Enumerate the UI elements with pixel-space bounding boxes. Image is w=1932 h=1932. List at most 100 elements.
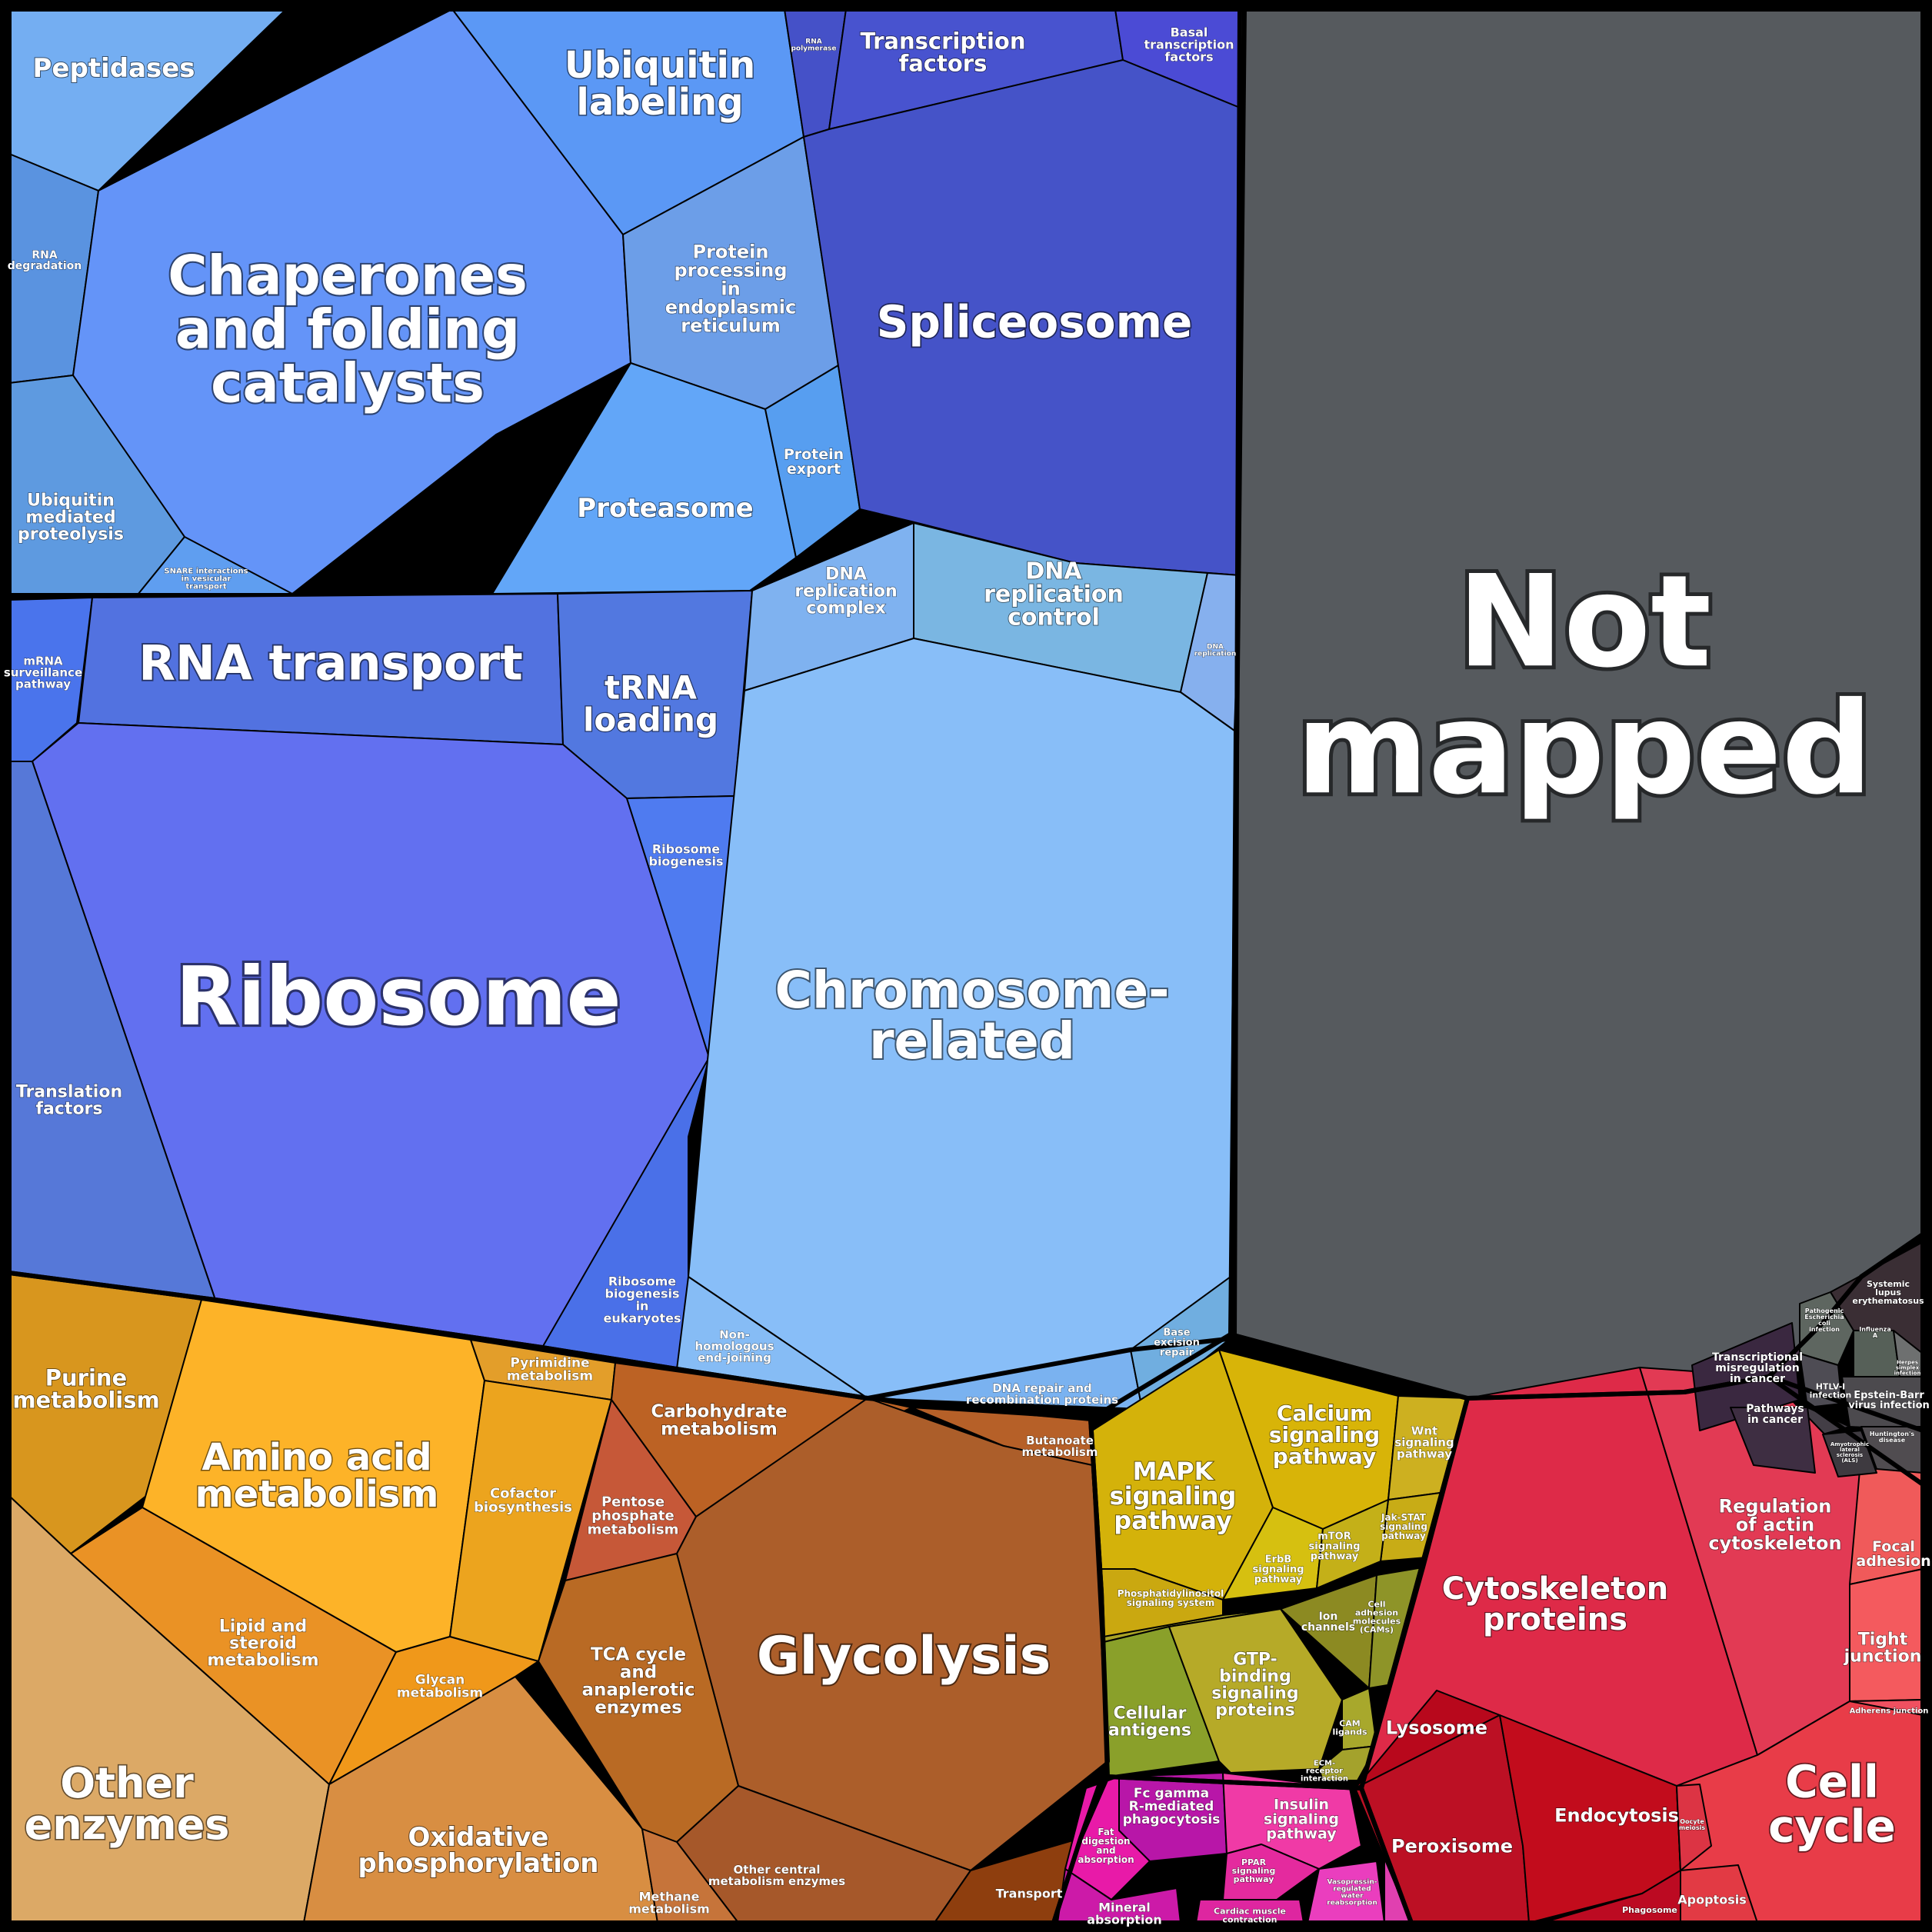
cell-label-line: Protein xyxy=(693,241,769,262)
cell-label-line: in xyxy=(721,278,740,299)
cell-label-mrna-surveillance-pathway: mRNA surveillance pathway xyxy=(4,654,82,691)
cell-label-line: sclerosis xyxy=(1837,1452,1863,1458)
cell-label-lysosome: Lysosome xyxy=(1386,1717,1487,1738)
cell-label-purine-metabolism: Purine metabolism xyxy=(12,1365,159,1414)
cell-label-line: control xyxy=(1008,605,1100,631)
cell-label-line: endoplasmic xyxy=(665,296,796,318)
cell-label-line: ECM- xyxy=(1314,1760,1335,1768)
cell-label-wnt-signaling-pathway: Wnt signaling pathway xyxy=(1394,1424,1454,1461)
cell-label-line: channels xyxy=(1301,1621,1355,1634)
cell-label-line: pathway xyxy=(1234,1874,1274,1884)
cell-label-line: Glycolysis xyxy=(757,1626,1051,1687)
cell-ppar-signaling-pathway xyxy=(1222,1844,1320,1900)
cell-pathways-in-cancer xyxy=(1730,1407,1816,1474)
cell-label-line: contraction xyxy=(1223,1914,1277,1924)
cell-label-line: signaling xyxy=(1211,1684,1298,1704)
cell-label-line: reabsorption xyxy=(1327,1900,1377,1907)
cell-label-line: Regulation xyxy=(1719,1495,1832,1517)
cell-label-line: factors xyxy=(899,51,988,77)
cell-label-line: MAPK xyxy=(1133,1457,1214,1486)
cell-label-line: excision xyxy=(1154,1337,1200,1349)
cell-label-mtor-signaling-pathway: mTOR signaling pathway xyxy=(1309,1531,1361,1563)
cell-label-line: mRNA xyxy=(23,654,63,668)
cell-label-line: phagocytosis xyxy=(1123,1812,1221,1827)
cell-label-line: Amino acid xyxy=(202,1436,431,1479)
cell-label-apoptosis: Apoptosis xyxy=(1677,1893,1746,1907)
cell-label-line: Fat xyxy=(1098,1827,1114,1837)
cell-label-line: coli xyxy=(1818,1320,1830,1327)
cell-label-line: export xyxy=(787,461,841,478)
cell-label-line: Ribosome xyxy=(652,842,720,857)
cell-label-line: A xyxy=(1873,1332,1878,1339)
cell-label-gtp-binding-signaling-proteins: GTP-binding signaling proteins xyxy=(1211,1651,1298,1720)
cell-label-pathogenic-escherichia-coli-infection: Pathogenic Escherichia coli infection xyxy=(1804,1307,1844,1333)
cell-label-phosphatidylinositol-signaling-system: Phosphatidylinositol signaling system xyxy=(1118,1588,1224,1608)
cell-label-line: Transcription xyxy=(861,28,1026,55)
cell-label-pentose-phosphate-metabolism: Pentose phosphate metabolism xyxy=(588,1494,679,1537)
cell-label-line: Calcium xyxy=(1277,1401,1372,1426)
disease-group-border xyxy=(1682,1232,1925,1487)
cell-label-transcriptional-misregulation-in-cancer: Transcriptional misregulation in cancer xyxy=(1712,1351,1803,1385)
cell-label-line: Insulin xyxy=(1274,1797,1329,1814)
cell-label-line: Influenza xyxy=(1859,1326,1890,1333)
cell-label-ecm-receptor-interaction: ECM-receptor interaction xyxy=(1301,1760,1348,1784)
cell-label-line: Phosphatidylinositol xyxy=(1118,1588,1224,1599)
cell-label-line: GTP- xyxy=(1233,1651,1277,1670)
cell-label-line: signaling xyxy=(1269,1422,1380,1447)
cell-label-calcium-signaling-pathway: Calcium signaling pathway xyxy=(1269,1401,1380,1469)
cell-label-focal-adhesion: Focal adhesion xyxy=(1856,1538,1930,1570)
cell-label-line: Apoptosis xyxy=(1677,1893,1746,1907)
cell-label-line: metabolism xyxy=(628,1902,710,1917)
cell-label-line: related xyxy=(869,1011,1075,1071)
cell-label-line: complex xyxy=(806,599,885,618)
cell-label-line: in vesicular xyxy=(182,575,232,584)
cell-label-line: Escherichia xyxy=(1804,1314,1844,1321)
cell-label-line: virus infection xyxy=(1848,1400,1930,1411)
cell-label-amino-acid-metabolism: Amino acid metabolism xyxy=(195,1436,439,1516)
cell-label-line: phosphate xyxy=(591,1507,674,1524)
cell-label-vasopressin-regulated-water-reabsorption: Vasopressin-regulated water reabsorption xyxy=(1327,1879,1377,1907)
cell-label-cardiac-muscle-contraction: Cardiac muscle contraction xyxy=(1214,1906,1286,1924)
cell-label-line: replication xyxy=(794,582,897,601)
cell-label-line: Jak-STAT xyxy=(1381,1512,1427,1523)
cell-label-pathways-in-cancer: Pathways in cancer xyxy=(1746,1403,1804,1426)
cell-label-line: signaling xyxy=(1110,1481,1237,1511)
cell-label-epstein-barr-virus-infection: Epstein-Barr virus infection xyxy=(1848,1390,1930,1411)
cell-label-line: biogenesis xyxy=(605,1287,679,1301)
cell-label-line: pathway xyxy=(1311,1551,1359,1563)
cell-glycan-metabolism xyxy=(328,1636,539,1785)
cell-label-systemic-lupus-erythematosus: Systemic lupus erythematosus xyxy=(1852,1279,1924,1306)
cell-label-line: Other xyxy=(60,1759,194,1807)
cell-label-endocytosis: Endocytosis xyxy=(1554,1804,1679,1826)
cell-label-line: signaling xyxy=(1309,1541,1361,1553)
cell-label-line: biogenesis xyxy=(648,854,723,869)
cell-label-line: recombination proteins xyxy=(966,1393,1118,1407)
cell-label-pyrimidine-metabolism: Pyrimidine metabolism xyxy=(507,1355,593,1384)
cell-label-line: cycle xyxy=(1768,1800,1896,1852)
cell-label-peroxisome: Peroxisome xyxy=(1391,1835,1513,1857)
cell-label-line: Vasopressin- xyxy=(1327,1879,1377,1887)
cell-label-spliceosome: Spliceosome xyxy=(877,295,1193,348)
cell-label-line: Ribosome xyxy=(175,950,621,1044)
cell-label-ion-channels: Ion channels xyxy=(1301,1611,1355,1634)
cell-label-line: PPAR xyxy=(1241,1857,1267,1867)
cell-label-line: Amyotrophic xyxy=(1830,1441,1869,1447)
cell-label-line: Pentose xyxy=(601,1494,665,1510)
cell-label-line: Lysosome xyxy=(1386,1717,1487,1738)
cell-label-line: phosphorylation xyxy=(358,1848,598,1879)
cell-label-line: Ion xyxy=(1319,1611,1338,1623)
cell-label-line: Cardiac muscle xyxy=(1214,1906,1286,1916)
cell-label-line: SNARE interactions xyxy=(164,568,248,576)
cell-label-erbb-signaling-pathway: ErbB signaling pathway xyxy=(1253,1554,1304,1586)
cell-label-line: and xyxy=(620,1663,657,1683)
cell-label-line: Adherens junction xyxy=(1850,1707,1929,1716)
cell-label-line: transport xyxy=(185,583,226,591)
cell-label-ribosome-biogenesis-in-eukaryotes: Ribosome biogenesis in eukaryotes xyxy=(603,1274,681,1326)
cell-label-line: Pathogenic xyxy=(1805,1307,1844,1314)
cell-label-fc-gamma-r-mediated-phagocytosis: Fc gamma R-mediated phagocytosis xyxy=(1123,1786,1221,1827)
cell-label-line: Transport xyxy=(996,1887,1063,1901)
cell-label-line: Non- xyxy=(719,1327,750,1341)
